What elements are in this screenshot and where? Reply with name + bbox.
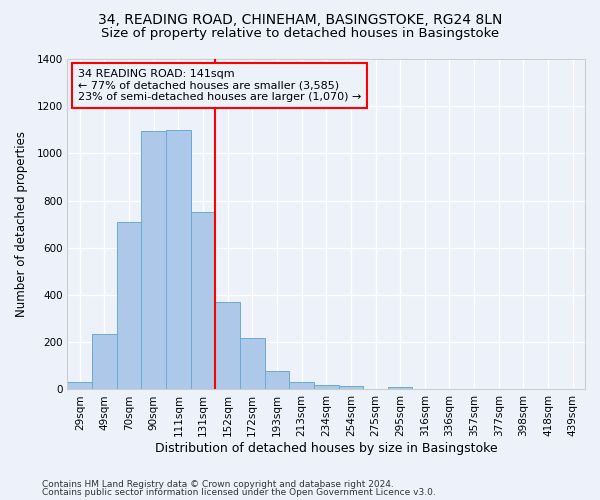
Bar xyxy=(92,334,117,390)
Bar xyxy=(388,386,412,390)
Text: 34, READING ROAD, CHINEHAM, BASINGSTOKE, RG24 8LN: 34, READING ROAD, CHINEHAM, BASINGSTOKE,… xyxy=(98,12,502,26)
Bar xyxy=(166,130,191,390)
Text: Contains HM Land Registry data © Crown copyright and database right 2024.: Contains HM Land Registry data © Crown c… xyxy=(42,480,394,489)
Bar xyxy=(215,302,240,390)
Text: Contains public sector information licensed under the Open Government Licence v3: Contains public sector information licen… xyxy=(42,488,436,497)
Bar xyxy=(289,382,314,390)
Y-axis label: Number of detached properties: Number of detached properties xyxy=(15,131,28,317)
Bar xyxy=(142,131,166,390)
Text: Size of property relative to detached houses in Basingstoke: Size of property relative to detached ho… xyxy=(101,28,499,40)
Bar xyxy=(191,212,215,390)
Text: 34 READING ROAD: 141sqm
← 77% of detached houses are smaller (3,585)
23% of semi: 34 READING ROAD: 141sqm ← 77% of detache… xyxy=(78,69,361,102)
Bar xyxy=(117,222,142,390)
Bar xyxy=(265,370,289,390)
Bar xyxy=(338,386,363,390)
Bar xyxy=(67,382,92,390)
X-axis label: Distribution of detached houses by size in Basingstoke: Distribution of detached houses by size … xyxy=(155,442,497,455)
Bar xyxy=(314,384,338,390)
Bar xyxy=(240,338,265,390)
